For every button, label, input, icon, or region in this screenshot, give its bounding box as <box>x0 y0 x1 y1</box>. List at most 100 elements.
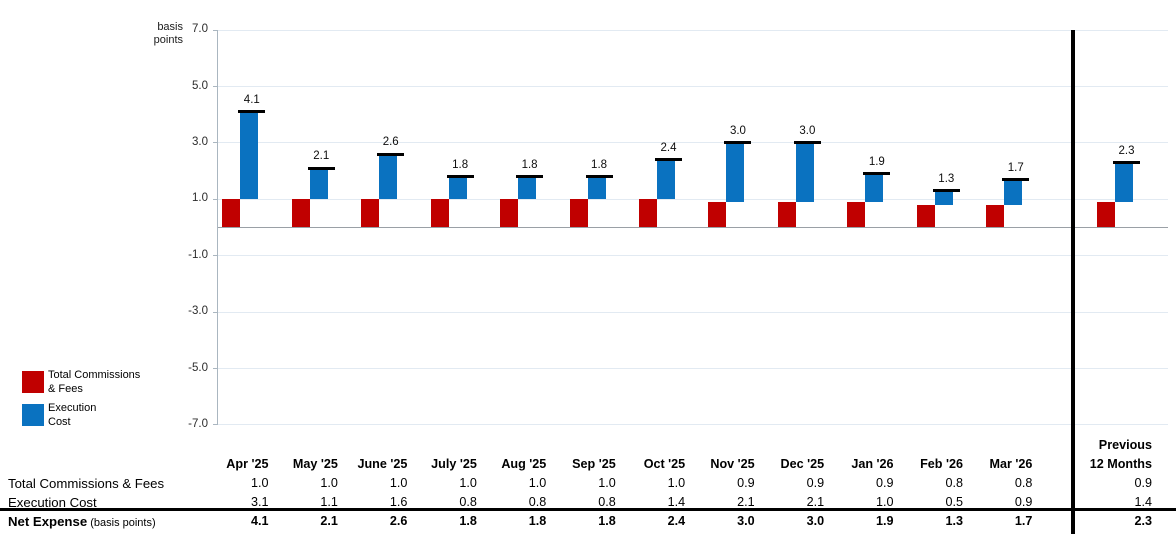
gridline <box>218 424 1168 426</box>
legend-label-commissions-line1: Total Commissions <box>48 369 141 381</box>
bar-value-label: 2.3 <box>1118 144 1135 157</box>
y-axis-line <box>217 30 218 425</box>
y-axis-tick-mark <box>213 86 218 87</box>
net-expense-top-border <box>0 508 1176 511</box>
legend-label-execution-line2: Cost <box>48 415 71 428</box>
table-column-header: Apr '25 <box>226 457 269 471</box>
bar-group <box>986 0 1022 1</box>
y-axis-tick-label: -7.0 <box>188 417 208 430</box>
table-column-header: Oct '25 <box>643 457 686 471</box>
execution-bar <box>726 142 745 203</box>
execution-bar <box>657 159 675 200</box>
table-row-label: Execution Cost <box>8 495 97 510</box>
commissions-bar <box>291 199 310 228</box>
commissions-bar <box>708 202 727 228</box>
execution-bar <box>309 168 328 200</box>
y-axis-tick-mark <box>213 311 218 313</box>
table-cell: 1.0 <box>667 476 686 490</box>
net-total-cap <box>377 152 405 156</box>
table-cell: 1.8 <box>528 514 547 528</box>
commissions-bar <box>986 204 1005 228</box>
table-row-label-text: Net Expense <box>8 514 88 529</box>
table-cell: 1.0 <box>250 476 269 490</box>
bar-group <box>1097 0 1133 1</box>
table-cell: 1.0 <box>459 476 477 490</box>
bar-value-label: 1.7 <box>1007 161 1024 174</box>
bar-group <box>639 0 675 1</box>
bar-group <box>361 0 397 1</box>
bar-value-label: 4.1 <box>243 93 260 106</box>
data-table: Apr '25 May '25 June '25 July '25 Aug '25 Sep… <box>0 430 1176 541</box>
bar-group <box>431 0 467 1</box>
bar-group <box>708 0 744 1</box>
table-cell: 3.0 <box>737 514 755 528</box>
table-cell: 2.1 <box>320 514 338 528</box>
bar-group <box>222 0 258 1</box>
gridline <box>218 198 1168 200</box>
y-axis-tick-mark <box>213 424 218 426</box>
table-cell: 3.0 <box>806 514 825 528</box>
y-axis-tick-label: -5.0 <box>188 361 208 374</box>
zero-axis-line <box>218 227 1168 228</box>
table-column-header: May '25 <box>292 457 338 471</box>
net-total-cap <box>724 141 752 145</box>
execution-bar <box>240 111 259 200</box>
execution-bar <box>518 176 537 200</box>
net-total-cap <box>1002 178 1030 182</box>
table-cell: 2.4 <box>667 514 686 528</box>
table-row-label-text: Execution Cost <box>8 495 97 510</box>
bar-value-label: 3.0 <box>729 124 746 137</box>
table-column-header: Jan '26 <box>851 457 894 471</box>
execution-bar <box>865 173 884 203</box>
bar-group <box>292 0 328 1</box>
bar-value-label: 1.9 <box>868 155 885 168</box>
execution-bar <box>448 176 467 200</box>
table-cell: 2.3 <box>1134 514 1152 528</box>
table-row-label: Net Expense (basis points) <box>8 514 156 531</box>
table-row-label-suffix: (basis points) <box>87 517 156 529</box>
execution-bar <box>795 142 814 203</box>
y-axis-tick-label: -1.0 <box>188 248 208 261</box>
table-cell: 1.0 <box>389 476 408 490</box>
commissions-bar <box>847 202 866 228</box>
bar-value-label: 1.8 <box>521 158 538 171</box>
table-cell: 2.1 <box>806 495 825 509</box>
y-axis-title-line1: basis <box>157 21 183 33</box>
bar-value-label: 2.4 <box>660 141 677 154</box>
table-column-header: June '25 <box>357 457 408 471</box>
y-axis-tick-mark <box>213 29 218 31</box>
commissions-bar <box>430 199 449 228</box>
gridline <box>218 368 1168 369</box>
y-axis-tick-label: 5.0 <box>192 79 208 92</box>
commissions-bar <box>639 199 657 228</box>
table-cell: 1.4 <box>1134 495 1152 509</box>
table-column-header: Sep '25 <box>572 457 616 471</box>
bar-value-label: 3.0 <box>799 124 816 137</box>
table-cell: 2.6 <box>389 514 408 528</box>
y-axis-title-line2: points <box>153 34 183 46</box>
legend-label-commissions: Total Commissions & Fees <box>48 369 140 396</box>
bar-group <box>847 0 883 1</box>
table-cell: 0.8 <box>1014 476 1033 490</box>
table-cell: 1.8 <box>459 514 477 528</box>
table-cell: 3.1 <box>250 495 269 509</box>
execution-bar <box>1004 179 1023 205</box>
commissions-bar <box>569 199 588 228</box>
table-cell: 1.0 <box>320 476 338 490</box>
table-column-header: Mar '26 <box>989 457 1033 471</box>
net-total-cap <box>932 189 960 193</box>
bar-group <box>500 0 536 1</box>
bar-group <box>917 0 953 1</box>
y-axis-tick-mark <box>213 368 218 369</box>
commissions-bar <box>500 199 519 228</box>
table-column-header: Feb '26 <box>920 457 963 471</box>
table-cell: 0.8 <box>528 495 547 509</box>
net-total-cap <box>585 175 613 179</box>
y-axis-tick-label: 7.0 <box>192 23 208 36</box>
bar-value-label: 2.6 <box>382 136 399 149</box>
table-cell: 0.9 <box>876 476 894 490</box>
legend-label-commissions-line2: & Fees <box>48 382 83 395</box>
table-cell: 1.4 <box>667 495 686 509</box>
